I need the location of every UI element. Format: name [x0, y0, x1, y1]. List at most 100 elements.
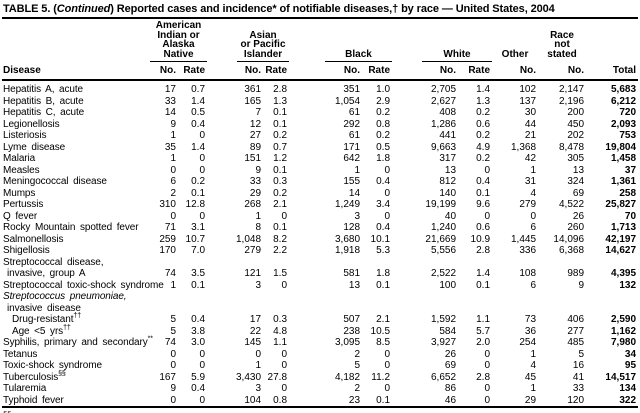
value-cell: 0.1: [376, 279, 391, 291]
value-cell: 5: [578, 348, 585, 360]
value-cell: 30: [524, 107, 537, 118]
value-cell: 26: [572, 210, 585, 222]
value-cell: 2,627: [430, 95, 457, 107]
value-cell: 0: [384, 348, 391, 360]
title-prefix: TABLE 5. (: [3, 3, 57, 15]
value-cell: [263, 303, 289, 315]
sub-header-row: Disease No. Rate No. Rate No. Rate No. R…: [2, 62, 639, 81]
value-cell: 29: [524, 394, 537, 406]
value-cell: [263, 291, 289, 303]
value-cell: 4: [530, 187, 537, 199]
table-row: Tuberculosis§§ 167 5.9 3,430 27.8 4,182 11.2 6,…: [2, 370, 638, 384]
value-cell: 0.3: [273, 176, 288, 187]
total-cell: 753: [619, 130, 637, 141]
value-cell: 121: [244, 268, 262, 279]
value-cell: 5: [170, 325, 176, 337]
value-cell: 2.8: [476, 371, 491, 383]
value-cell: 0.2: [273, 130, 288, 141]
disease-label: Syphilis, primary and secondary**: [3, 335, 153, 348]
value-cell: 5.9: [191, 371, 206, 383]
value-cell: [289, 291, 362, 303]
value-cell: 10.1: [370, 233, 391, 245]
value-cell: 31: [524, 176, 537, 187]
value-cell: [178, 303, 207, 315]
total-cell: 4,395: [610, 268, 637, 279]
value-cell: 0.1: [273, 222, 288, 233]
value-cell: 9.6: [476, 199, 491, 210]
table-row: Lyme disease 35 1.4 89 0.7 171 0.5 9,663 4.9 1,36…: [2, 142, 638, 154]
value-cell: 145: [244, 337, 262, 348]
disease-label: Tetanus: [3, 348, 38, 360]
value-cell: 361: [244, 84, 262, 95]
value-cell: 0.1: [476, 187, 491, 199]
header-white-no: No.: [392, 62, 459, 81]
value-cell: 61: [348, 130, 361, 141]
header-black-no: No.: [289, 62, 363, 81]
value-cell: 1.5: [273, 268, 288, 279]
value-cell: 3,430: [235, 371, 262, 383]
value-cell: 0.1: [191, 279, 206, 291]
table-row: Rocky Mountain spotted fever 71 3.1 8 0.1 128…: [2, 222, 638, 234]
table-row: Hepatitis A, acute 17 0.7 361 2.8 351 1.0 2,705…: [2, 80, 638, 96]
value-cell: 5,556: [430, 245, 457, 256]
value-cell: 46: [444, 394, 457, 406]
value-cell: 5.3: [376, 245, 391, 256]
value-cell: 13: [444, 164, 457, 176]
value-cell: 0.2: [376, 107, 391, 118]
value-cell: 14: [164, 107, 176, 118]
value-cell: 0: [170, 360, 176, 371]
value-cell: 69: [444, 360, 457, 371]
value-cell: [150, 303, 178, 315]
value-cell: [492, 303, 538, 315]
value-cell: 0: [199, 153, 206, 164]
table-row: Hepatitis B, acute 33 1.4 165 1.3 1,054 2.9 2,6…: [2, 96, 638, 108]
value-cell: [538, 291, 586, 303]
table-row: Drug-resistant†† 5 0.4 17 0.3 507 2.1 1,592 1.1 7…: [2, 313, 638, 326]
value-cell: 0: [199, 360, 206, 371]
disease-label: Legionellosis: [3, 118, 60, 130]
value-cell: 41: [572, 371, 585, 383]
value-cell: 3.8: [191, 325, 206, 337]
value-cell: [458, 257, 492, 269]
value-cell: 0: [484, 164, 491, 176]
value-cell: 1.4: [191, 141, 206, 153]
value-cell: 42: [524, 153, 537, 164]
value-cell: 10.5: [370, 325, 391, 337]
value-cell: 100: [439, 279, 457, 291]
value-cell: 0.2: [191, 176, 206, 187]
value-cell: 8: [255, 222, 262, 233]
header-black-rate: Rate: [362, 62, 393, 81]
value-cell: 1: [170, 130, 176, 141]
value-cell: 0: [199, 394, 206, 406]
value-cell: 21,669: [425, 233, 457, 245]
value-cell: 0: [281, 210, 288, 222]
value-cell: 5.7: [476, 325, 491, 337]
value-cell: 0: [281, 348, 288, 360]
value-cell: 812: [439, 176, 457, 187]
value-cell: 1.3: [476, 95, 491, 107]
value-cell: 0.5: [376, 141, 391, 153]
value-cell: 0: [281, 279, 288, 291]
value-cell: 170: [159, 245, 176, 256]
value-cell: 0.1: [273, 118, 288, 130]
value-cell: 8.5: [376, 337, 391, 348]
value-cell: 17: [164, 84, 176, 95]
value-cell: 0: [484, 360, 491, 371]
disease-label: Shigellosis: [3, 245, 50, 256]
value-cell: 9: [578, 279, 585, 291]
value-cell: 260: [567, 222, 585, 233]
value-cell: 6,368: [558, 245, 585, 256]
table-title: TABLE 5. (Continued) Reported cases and …: [2, 2, 638, 19]
value-cell: 1.8: [376, 268, 391, 279]
value-cell: 2.1: [376, 314, 391, 325]
value-cell: 12.8: [185, 199, 206, 210]
value-cell: [458, 291, 492, 303]
table-row: Q fever 0 0 1 0 3 0 40 0 0 26 70: [2, 211, 638, 223]
value-cell: 35: [164, 141, 176, 153]
value-cell: 4: [530, 360, 537, 371]
value-cell: 2.9: [376, 95, 391, 107]
disease-label: Malaria: [3, 153, 36, 164]
table-row: Streptococcus pneumoniae,: [2, 291, 638, 303]
value-cell: 450: [567, 118, 585, 130]
value-cell: [207, 291, 263, 303]
